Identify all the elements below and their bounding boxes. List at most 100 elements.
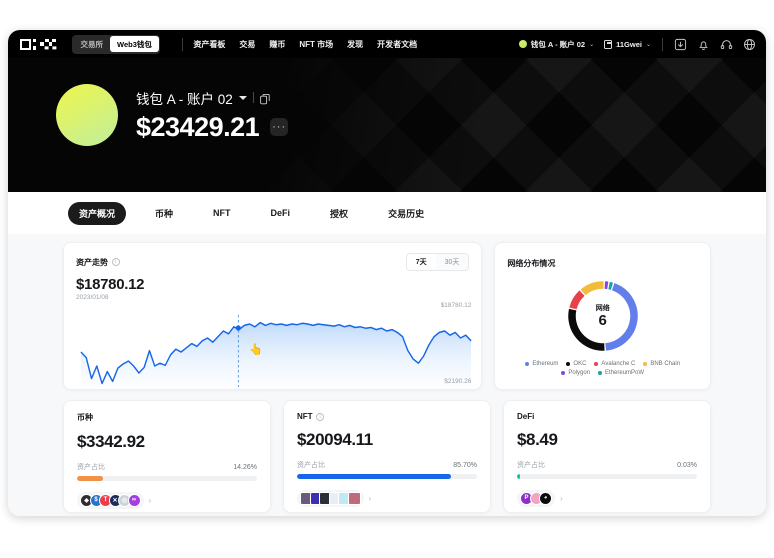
donut-segment[interactable] [604,283,638,351]
switcher-web3-wallet[interactable]: Web3钱包 [110,36,159,52]
range-7d[interactable]: 7天 [406,254,436,270]
more-actions-button[interactable]: ··· [270,118,289,136]
asset-trend-card: 资产走势 i 7天 30天 $18780.12 2023/01/08 [63,242,483,391]
headset-icon[interactable] [720,38,733,51]
nav-link-discover[interactable]: 发现 [347,39,364,49]
info-icon[interactable]: i [316,412,325,421]
network-distribution-card: 网络分布情况 网络 6 Ethereum OKC Avalanche C BNB Ch… [494,242,711,390]
nav-link-trade[interactable]: 交易 [239,39,256,49]
nav-divider [182,37,184,51]
main-content: 资产走势 i 7天 30天 $18780.12 2023/01/08 [8,234,766,516]
legend-label: Ethereum [532,361,559,367]
nav-right-cluster: 钱包 A - 账户 02 ⌄ 11Gwei ⌄ [518,37,756,51]
copy-icon[interactable] [259,92,270,105]
legend-item[interactable]: EthereumPoW [598,370,644,376]
tab-defi[interactable]: DeFi [270,208,291,218]
range-30d[interactable]: 30天 [435,254,469,270]
account-selector-label: 钱包 A - 账户 02 [530,39,586,49]
nav-link-dashboard[interactable]: 资产看板 [193,39,226,49]
stat-card-share-label: 资产占比 [517,462,545,469]
chart-axis-low: $2190.26 [444,378,472,385]
account-avatar-dot [518,40,527,48]
donut-segment[interactable] [568,308,605,351]
legend-color-dot [525,362,530,366]
account-selector[interactable]: 钱包 A - 账户 02 ⌄ [518,39,595,50]
switcher-exchange[interactable]: 交易所 [80,39,104,49]
asset-icon-group[interactable]: P ◕ [517,489,555,507]
logo-letter-x [45,38,56,50]
defi-stat-card: DeFi $8.49 资产占比 0.03% P ◕ › [503,400,711,513]
chevron-right-icon[interactable]: › [148,495,152,505]
chevron-right-icon[interactable]: › [560,493,563,503]
top-navigation-bar: 交易所 Web3钱包 资产看板 交易 赚币 NFT 市场 发现 开发者文档 钱包… [8,30,766,58]
trend-card-title: 资产走势 [76,257,108,267]
tab-approvals[interactable]: 授权 [330,208,349,219]
donut-label: 网络 [595,305,610,312]
legend-color-dot [643,362,648,366]
tab-tokens[interactable]: 币种 [155,208,174,219]
trend-value: $18780.12 [76,276,145,293]
account-name: 钱包 A - 账户 02 [136,91,233,107]
legend-label: OKC [573,361,587,367]
nav-link-nft-market[interactable]: NFT 市场 [299,39,334,49]
donut-count: 6 [598,312,607,329]
donut-segment[interactable] [580,281,604,296]
chevron-down-icon: ⌄ [645,41,651,48]
network-legend: Ethereum OKC Avalanche C BNB Chain Polygon Et… [507,361,698,376]
tab-nft[interactable]: NFT [213,208,231,218]
bell-icon[interactable] [697,38,710,51]
share-progress-fill [297,474,452,479]
stat-card-title: 币种 [77,413,93,422]
stat-card-value: $8.49 [517,430,558,449]
range-toggle: 7天 30天 [405,253,470,271]
nav-link-developer-docs[interactable]: 开发者文档 [377,39,418,49]
legend-color-dot [561,371,566,375]
network-donut-chart[interactable]: 网络 6 [507,275,698,357]
nft-thumb-6[interactable] [347,491,361,505]
asset-icon-group[interactable] [297,489,364,507]
gas-selector[interactable]: 11Gwei ⌄ [604,39,651,49]
wallet-hero-banner: 钱包 A - 账户 02 $23429.21 ··· [8,58,766,192]
stat-card-share-percent: 0.03% [677,461,697,469]
tab-overview[interactable]: 资产概况 [68,201,127,225]
tab-transaction-history[interactable]: 交易历史 [388,208,425,219]
asset-trend-chart[interactable]: $18780.12 $2190.26 👆 [64,301,481,391]
chevron-down-icon[interactable] [238,95,247,100]
section-tabs: 资产概况 币种 NFT DeFi 授权 交易历史 [8,192,766,234]
legend-item[interactable]: Avalanche C [594,361,635,367]
legend-label: EthereumPoW [605,370,645,376]
legend-color-dot [594,362,599,366]
stat-card-share-percent: 85.70% [453,461,477,469]
download-icon[interactable] [674,38,687,51]
stat-card-value: $3342.92 [77,432,145,451]
share-progress-fill [517,474,520,479]
balance-row: $23429.21 ··· [136,111,289,143]
share-progress-track [297,474,477,479]
asset-icon-group[interactable]: ◆ $ T ✕ ◎ ∞ [77,491,144,509]
okx-logo[interactable] [20,38,56,50]
trend-date: 2023/01/08 [76,294,109,301]
chevron-down-icon: ⌄ [589,41,595,48]
token-stat-card: 币种 $3342.92 资产占比 14.26% ◆ $ T ✕ ◎ ∞ › [63,400,271,513]
globe-icon[interactable] [743,38,756,51]
donut-center-text: 网络 6 [507,303,698,329]
total-balance: $23429.21 [136,111,260,142]
stat-card-value: $20094.11 [297,430,373,449]
nav-link-earn[interactable]: 赚币 [269,39,286,49]
nft-stat-card: NFT i $20094.11 资产占比 85.70% › [283,400,491,513]
legend-item[interactable]: Ethereum [525,361,558,367]
token-icon-purple[interactable]: ∞ [127,493,141,507]
defi-icon-3[interactable]: ◕ [539,491,552,505]
gas-value-label: 11Gwei [616,39,642,49]
legend-item[interactable]: Polygon [561,370,590,376]
avatar [56,84,118,146]
legend-item[interactable]: OKC [566,361,586,367]
stat-card-share-label: 资产占比 [77,464,105,471]
donut-segment[interactable] [569,290,585,310]
chevron-right-icon[interactable]: › [368,493,372,503]
donut-segment[interactable] [607,281,613,290]
info-icon[interactable]: i [111,258,120,266]
hero-checker-pattern [8,58,766,192]
legend-label: Polygon [568,370,591,376]
legend-item[interactable]: BNB Chain [643,361,680,367]
